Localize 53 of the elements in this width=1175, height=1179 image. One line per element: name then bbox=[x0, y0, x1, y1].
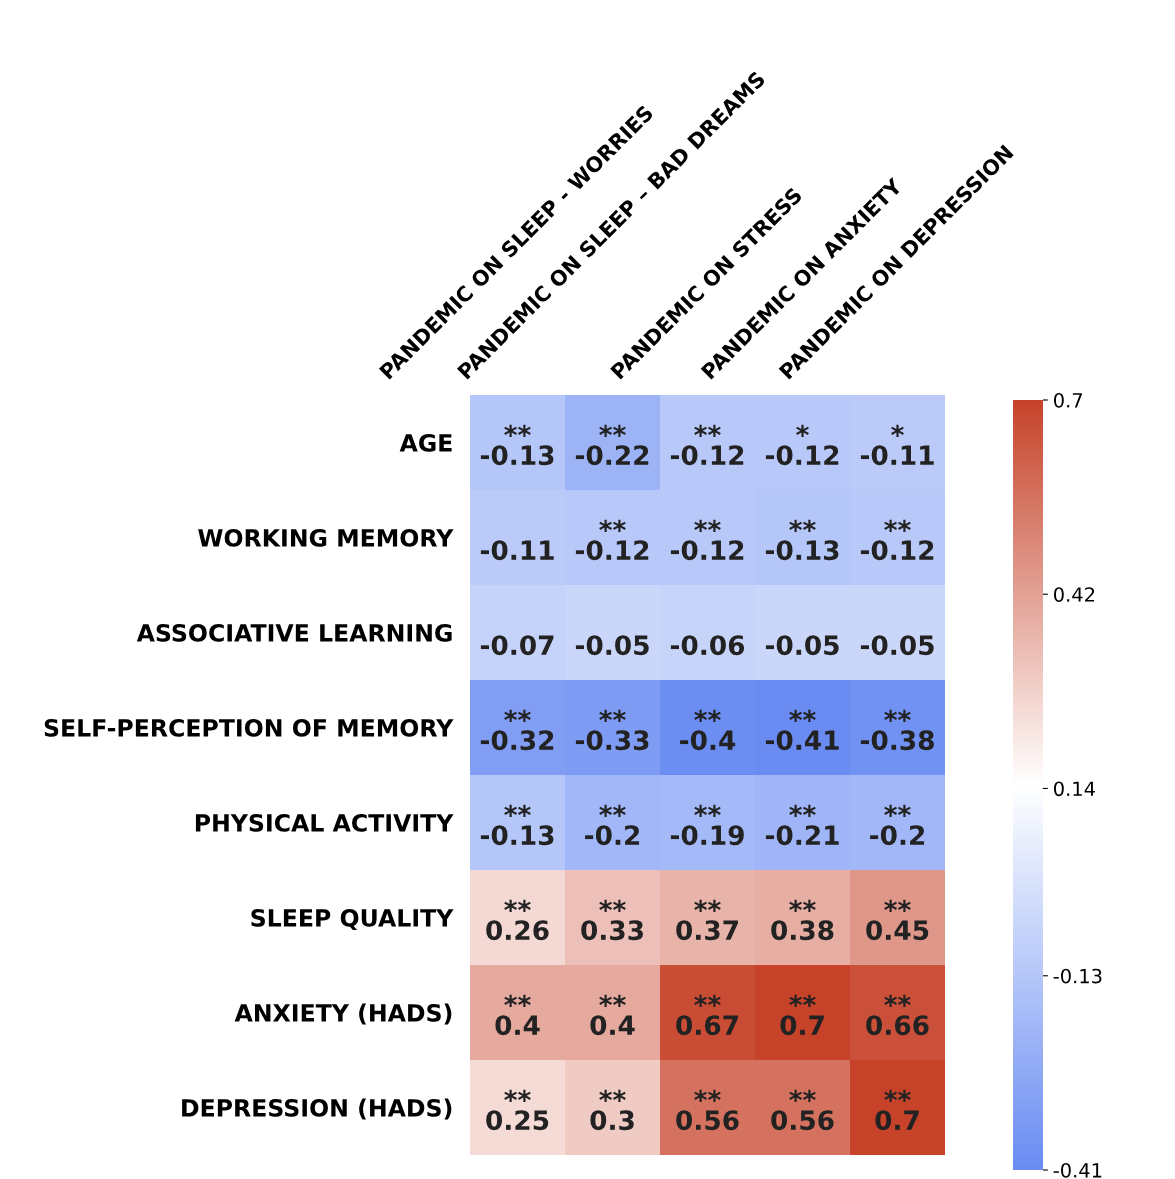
data-label: ** 0.4 bbox=[495, 994, 540, 1036]
data-label: ** 0.7 bbox=[875, 1089, 919, 1131]
data-label: ** -0.12 bbox=[860, 519, 934, 561]
data-label: ** 0.4 bbox=[590, 994, 635, 1036]
y-tick-label: SELF-PERCEPTION OF MEMORY bbox=[44, 718, 454, 737]
data-label: ** -0.13 bbox=[480, 424, 554, 466]
data-label: ** -0.32 bbox=[480, 709, 554, 751]
data-label: ** -0.2 bbox=[870, 804, 925, 846]
data-label: ** 0.26 bbox=[486, 899, 549, 941]
data-label: ** -0.13 bbox=[480, 804, 554, 846]
y-tick-label: PHYSICAL ACTIVITY bbox=[195, 813, 454, 832]
data-label: -0.06 bbox=[670, 635, 745, 656]
data-label: ** 0.38 bbox=[771, 899, 834, 941]
data-label: ** 0.7 bbox=[780, 994, 824, 1036]
data-label: ** 0.37 bbox=[676, 899, 738, 941]
y-tick-label: AGE bbox=[399, 433, 452, 452]
data-label: ** -0.12 bbox=[670, 424, 744, 466]
data-label: * -0.12 bbox=[765, 424, 839, 466]
data-label: ** 0.67 bbox=[676, 994, 738, 1036]
data-label: ** -0.12 bbox=[670, 519, 744, 561]
data-label: ** 0.3 bbox=[590, 1089, 634, 1131]
data-label: ** -0.2 bbox=[585, 804, 640, 846]
data-label: ** 0.66 bbox=[866, 994, 929, 1036]
color-bar-label: -0.13 bbox=[1053, 968, 1102, 984]
y-tick-label: WORKING MEMORY bbox=[198, 528, 454, 547]
color-bar-label: 0.42 bbox=[1054, 587, 1095, 602]
data-label: ** -0.22 bbox=[575, 424, 649, 466]
data-label: ** -0.12 bbox=[575, 519, 649, 561]
color-bar-label: 0.7 bbox=[1054, 392, 1082, 408]
data-label: -0.05 bbox=[765, 635, 839, 656]
data-label: ** 0.45 bbox=[866, 899, 929, 941]
color-bar-label: -0.41 bbox=[1053, 1162, 1102, 1178]
y-tick-label: DEPRESSION (HADS) bbox=[182, 1098, 452, 1120]
data-label: -0.05 bbox=[575, 635, 649, 656]
data-label: * -0.11 bbox=[860, 424, 934, 466]
data-label: ** 0.56 bbox=[771, 1089, 834, 1131]
data-label: -0.11 bbox=[480, 540, 554, 561]
data-label: ** 0.25 bbox=[486, 1089, 549, 1131]
y-tick-label: ANXIETY (HADS) bbox=[234, 1003, 452, 1025]
data-label: -0.05 bbox=[860, 635, 934, 656]
data-label: ** 0.33 bbox=[581, 899, 643, 941]
data-label: ** 0.56 bbox=[676, 1089, 739, 1131]
data-label: -0.07 bbox=[480, 635, 554, 656]
data-label: ** -0.13 bbox=[765, 519, 839, 561]
data-label: ** -0.19 bbox=[670, 804, 744, 846]
data-label: ** -0.33 bbox=[575, 709, 649, 751]
y-tick-label: SLEEP QUALITY bbox=[251, 908, 454, 930]
y-tick-label: ASSOCIATIVE LEARNING bbox=[136, 623, 452, 642]
data-label: ** -0.4 bbox=[680, 709, 736, 751]
data-label: ** -0.41 bbox=[765, 709, 839, 751]
color-bar-label: 0.14 bbox=[1054, 781, 1095, 797]
data-label: ** -0.38 bbox=[860, 709, 934, 751]
data-label: ** -0.21 bbox=[765, 804, 839, 846]
